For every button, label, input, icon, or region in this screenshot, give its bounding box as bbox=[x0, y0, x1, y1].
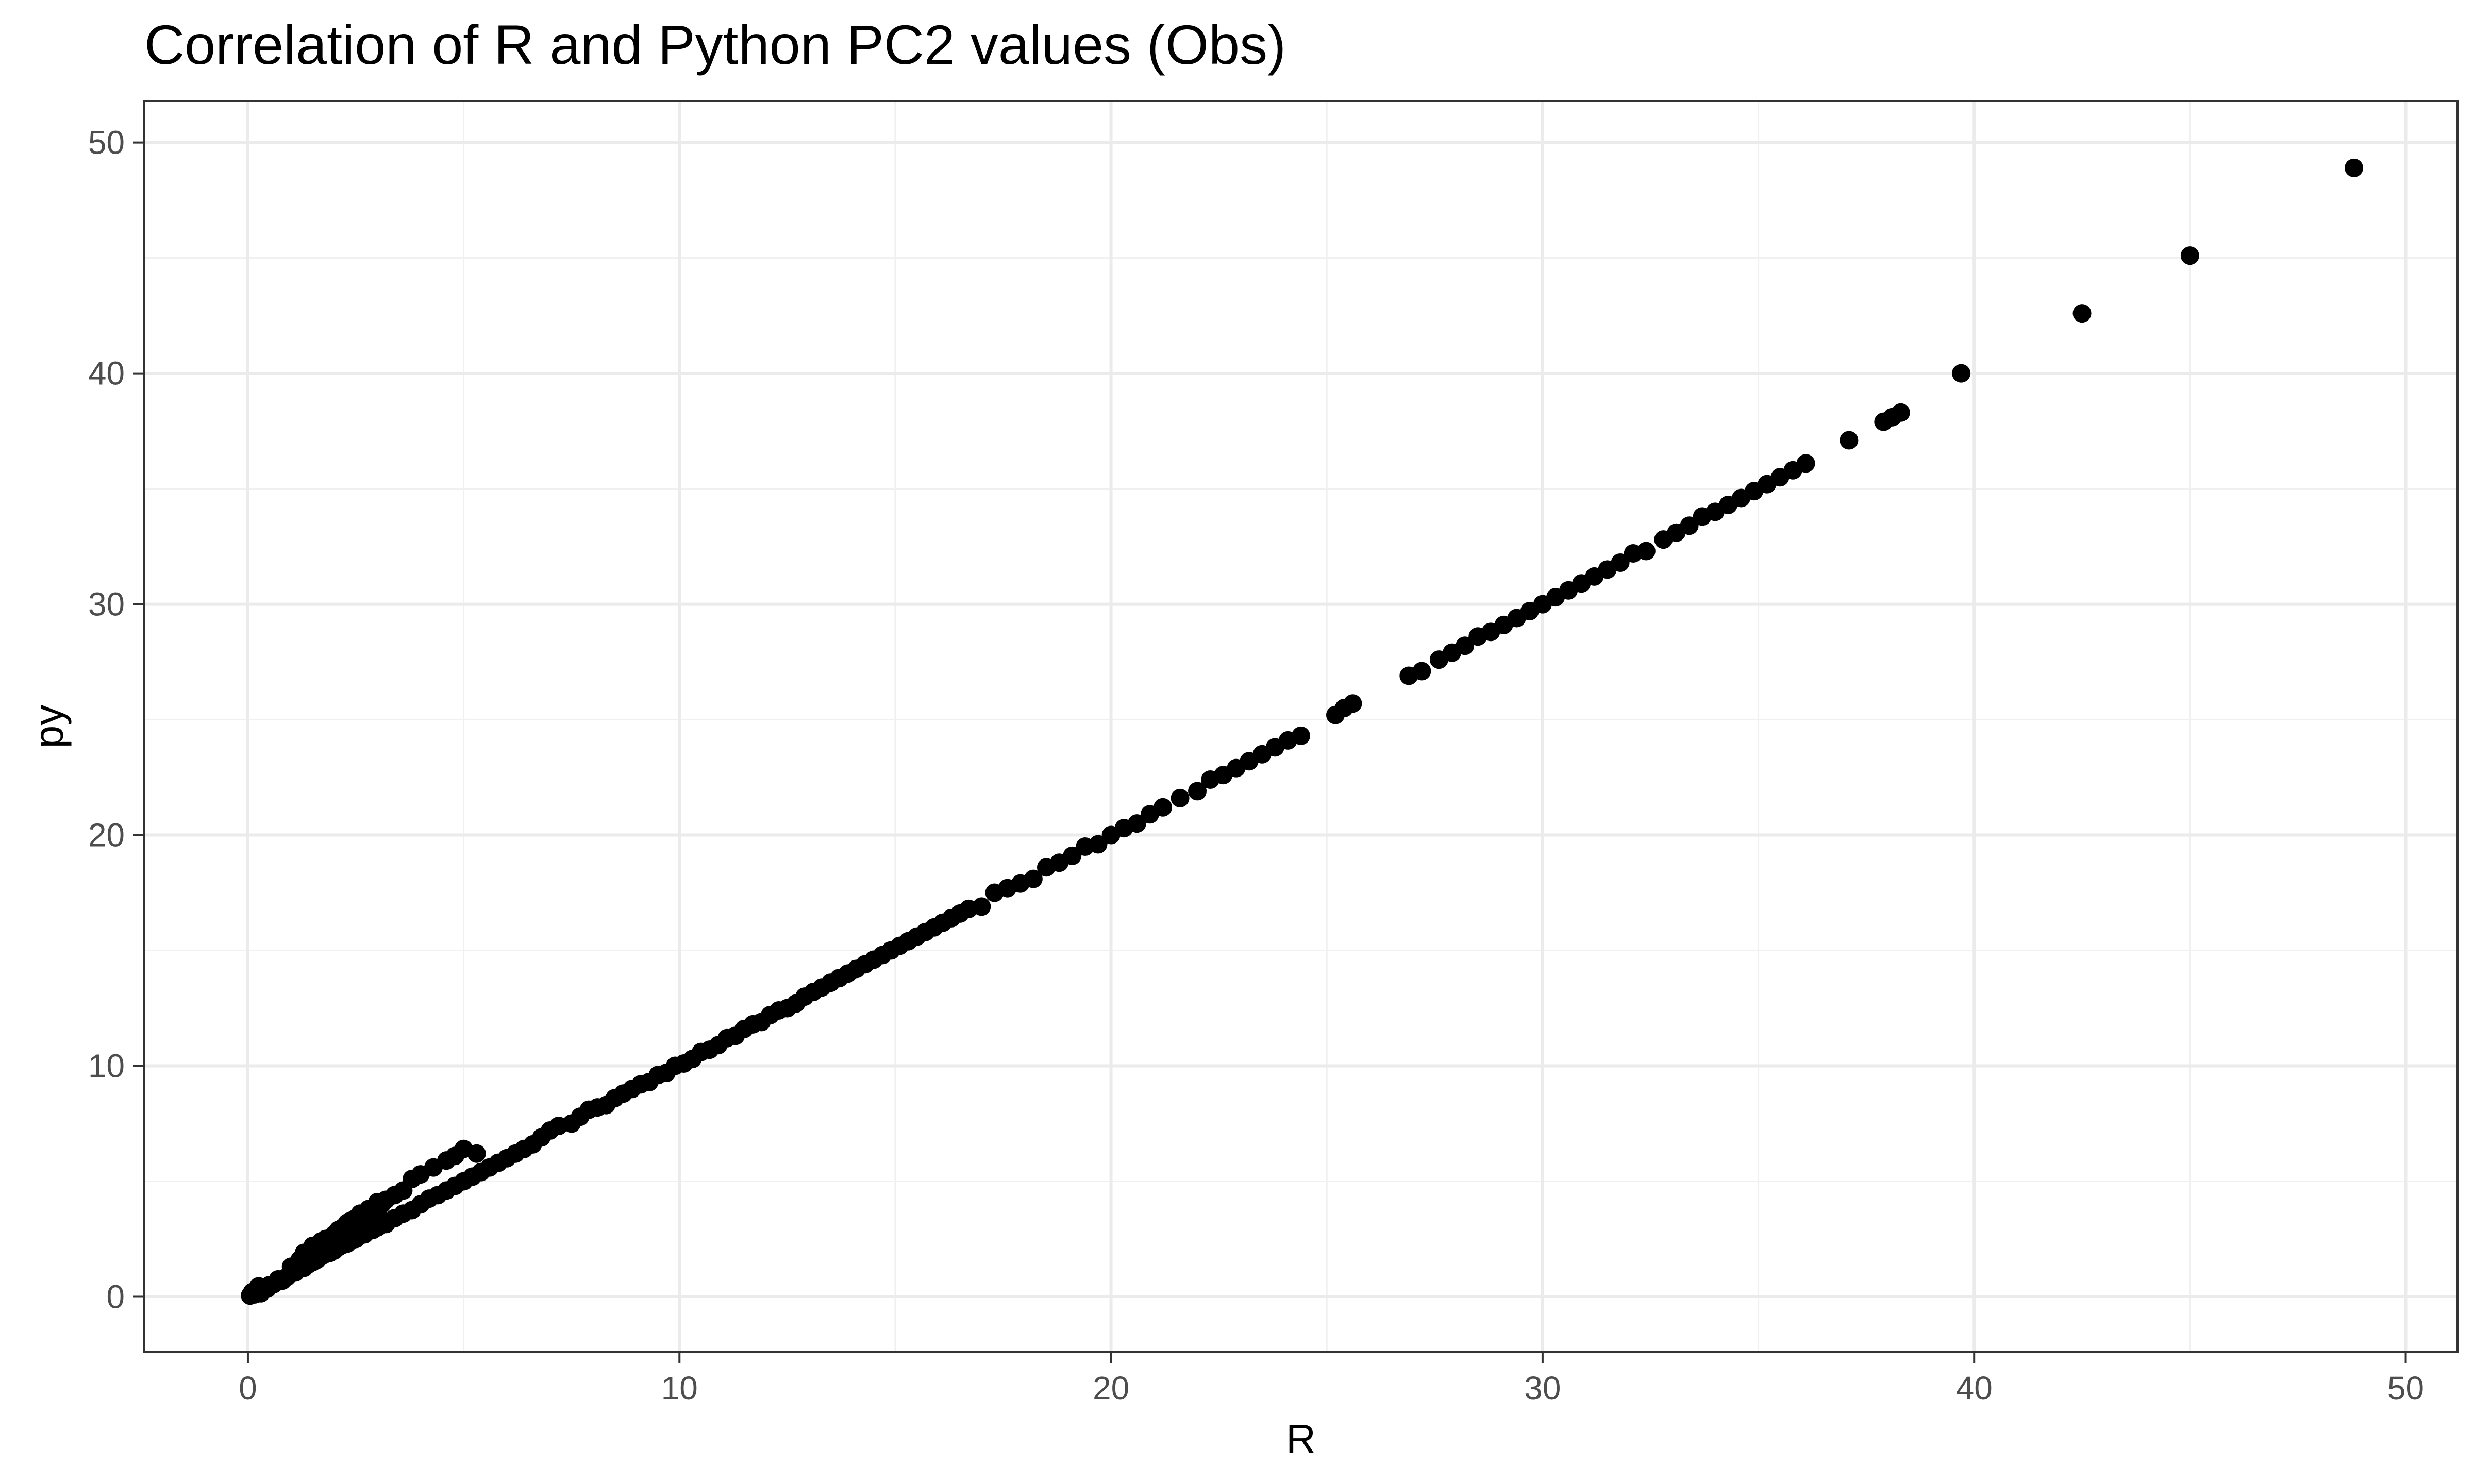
y-tick-label: 30 bbox=[88, 586, 125, 623]
data-point bbox=[1796, 454, 1815, 473]
x-tick-label: 40 bbox=[1956, 1370, 1993, 1407]
data-point bbox=[1680, 516, 1699, 535]
y-tick-label: 50 bbox=[88, 124, 125, 161]
x-axis: 0 10 20 30 40 50 bbox=[239, 1352, 2424, 1407]
data-point bbox=[2345, 158, 2364, 177]
data-point bbox=[1188, 782, 1207, 801]
data-point bbox=[1063, 846, 1082, 865]
x-tick-label: 30 bbox=[1524, 1370, 1561, 1407]
data-point bbox=[2180, 246, 2199, 265]
data-point bbox=[1089, 835, 1108, 854]
x-tick-label: 0 bbox=[239, 1370, 257, 1407]
data-point bbox=[1636, 542, 1656, 561]
data-point bbox=[467, 1144, 486, 1163]
data-point bbox=[1891, 403, 1910, 422]
y-axis: 0 10 20 30 40 50 bbox=[88, 124, 144, 1315]
minor-grid bbox=[144, 101, 2458, 1352]
data-points bbox=[241, 158, 2364, 1305]
data-point bbox=[2072, 304, 2092, 323]
data-point bbox=[1456, 636, 1475, 655]
data-point bbox=[1952, 364, 1971, 383]
data-point bbox=[1611, 553, 1630, 572]
data-point bbox=[1412, 662, 1431, 681]
data-point bbox=[1024, 869, 1043, 888]
data-point bbox=[303, 1248, 322, 1267]
data-point bbox=[372, 1195, 391, 1214]
plot-panel-border bbox=[143, 100, 2459, 1353]
data-point bbox=[1292, 726, 1310, 745]
data-point bbox=[1154, 798, 1173, 817]
data-point bbox=[1840, 431, 1859, 450]
major-grid bbox=[144, 101, 2458, 1352]
data-point bbox=[1171, 788, 1190, 807]
x-tick-label: 50 bbox=[2387, 1370, 2424, 1407]
y-tick-label: 20 bbox=[88, 817, 125, 854]
data-point bbox=[1127, 814, 1146, 833]
y-axis-title: py bbox=[26, 705, 72, 749]
data-point bbox=[972, 897, 991, 916]
x-tick-label: 20 bbox=[1093, 1370, 1129, 1407]
y-tick-label: 40 bbox=[88, 355, 125, 392]
y-tick-label: 0 bbox=[106, 1278, 125, 1315]
chart-title: Correlation of R and Python PC2 values (… bbox=[144, 13, 1286, 76]
x-tick-label: 10 bbox=[661, 1370, 698, 1407]
y-tick-label: 10 bbox=[88, 1048, 125, 1085]
data-point bbox=[1343, 694, 1362, 713]
x-axis-title: R bbox=[1286, 1416, 1316, 1462]
